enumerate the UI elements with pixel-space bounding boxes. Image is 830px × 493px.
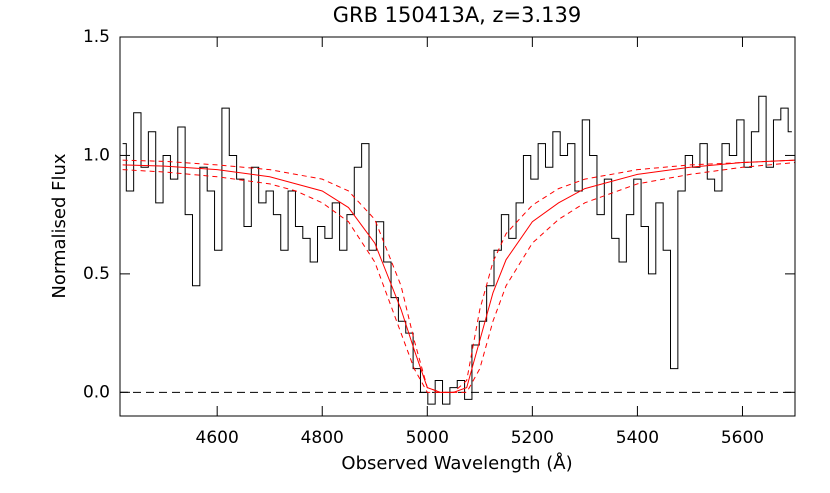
x-tick-label: 5000: [406, 428, 449, 448]
x-tick-label: 5200: [511, 428, 554, 448]
spectrum-line: [122, 95, 792, 405]
y-tick-label: 0.0: [83, 382, 110, 402]
plot-frame: [119, 36, 796, 417]
fit-line: [122, 159, 795, 393]
fit-line: [122, 162, 795, 393]
x-tick-label: 5600: [721, 428, 764, 448]
x-tick-label: 5400: [616, 428, 659, 448]
y-tick-label: 1.5: [83, 27, 110, 47]
x-tick-label: 4600: [196, 428, 239, 448]
x-axis-label: Observed Wavelength (Å): [341, 452, 572, 474]
chart-title: GRB 150413A, z=3.139: [333, 3, 582, 27]
plot-area: [120, 95, 795, 405]
fit-line: [122, 159, 795, 393]
y-axis-label: Normalised Flux: [49, 153, 70, 298]
y-tick-label: 0.5: [83, 264, 110, 284]
x-tick-label: 4800: [301, 428, 344, 448]
y-tick-label: 1.0: [83, 145, 110, 165]
